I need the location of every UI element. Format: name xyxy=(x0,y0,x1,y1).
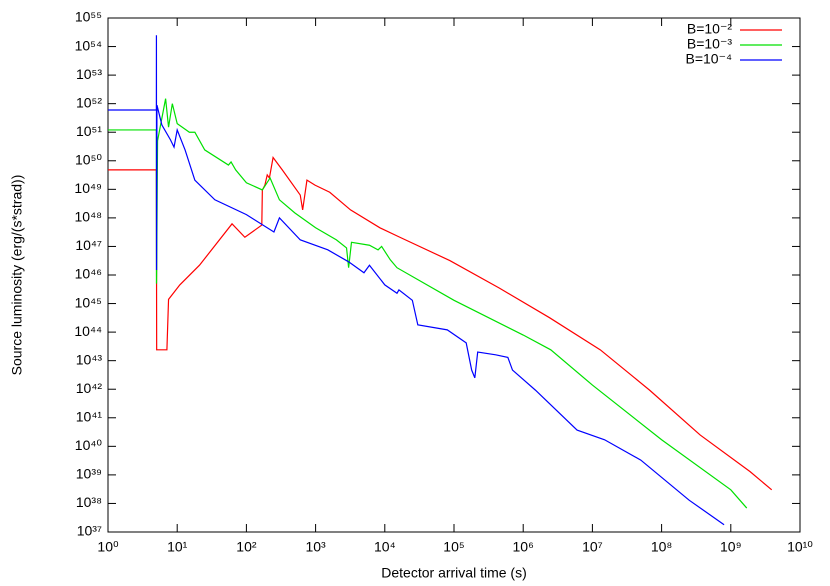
x-tick-label: 10¹⁰ xyxy=(787,539,813,555)
y-tick-label: 10⁴⁸ xyxy=(75,209,103,225)
y-tick-label: 10⁵⁵ xyxy=(75,9,102,25)
series-line xyxy=(108,98,748,509)
y-tick-label: 10⁴⁴ xyxy=(74,323,102,339)
series-line xyxy=(108,156,773,491)
legend-label: B=10⁻⁴ xyxy=(686,51,733,67)
series-line xyxy=(108,35,725,526)
x-tick-label: 10⁸ xyxy=(651,539,673,555)
y-tick-label: 10⁵⁰ xyxy=(75,151,102,167)
y-tick-label: 10⁴⁷ xyxy=(75,237,102,253)
x-tick-label: 10⁶ xyxy=(513,539,534,555)
x-tick-label: 10¹ xyxy=(167,539,188,555)
y-tick-label: 10⁵⁴ xyxy=(75,37,102,53)
legend-label: B=10⁻² xyxy=(687,21,732,37)
y-tick-label: 10⁴⁵ xyxy=(75,294,102,310)
x-tick-label: 10⁹ xyxy=(720,539,742,555)
x-tick-label: 10⁴ xyxy=(374,539,396,555)
y-tick-label: 10³⁸ xyxy=(76,494,102,510)
y-tick-label: 10⁴¹ xyxy=(76,408,103,424)
y-tick-label: 10³⁷ xyxy=(77,523,102,539)
y-tick-label: 10³⁹ xyxy=(76,466,102,482)
x-axis-label: Detector arrival time (s) xyxy=(381,565,526,581)
y-tick-label: 10⁵¹ xyxy=(76,123,102,139)
plot-frame xyxy=(107,17,801,533)
x-tick-label: 10³ xyxy=(305,539,326,555)
y-axis-label: Source luminosity (erg/(s*strad)) xyxy=(9,175,25,376)
y-tick-label: 10⁴³ xyxy=(76,351,103,367)
legend-label: B=10⁻³ xyxy=(687,36,732,52)
y-tick-label: 10⁵³ xyxy=(76,66,102,82)
x-tick-label: 10⁷ xyxy=(582,539,603,555)
y-tick-label: 10⁴⁹ xyxy=(74,180,102,196)
y-tick-label: 10⁴² xyxy=(76,380,103,396)
x-tick-label: 10² xyxy=(236,539,257,555)
y-tick-label: 10⁴⁶ xyxy=(75,266,102,282)
y-tick-label: 10⁴⁰ xyxy=(75,437,103,453)
y-tick-label: 10⁵² xyxy=(76,94,102,110)
x-tick-label: 10⁵ xyxy=(443,539,464,555)
x-tick-label: 10⁰ xyxy=(97,539,119,555)
